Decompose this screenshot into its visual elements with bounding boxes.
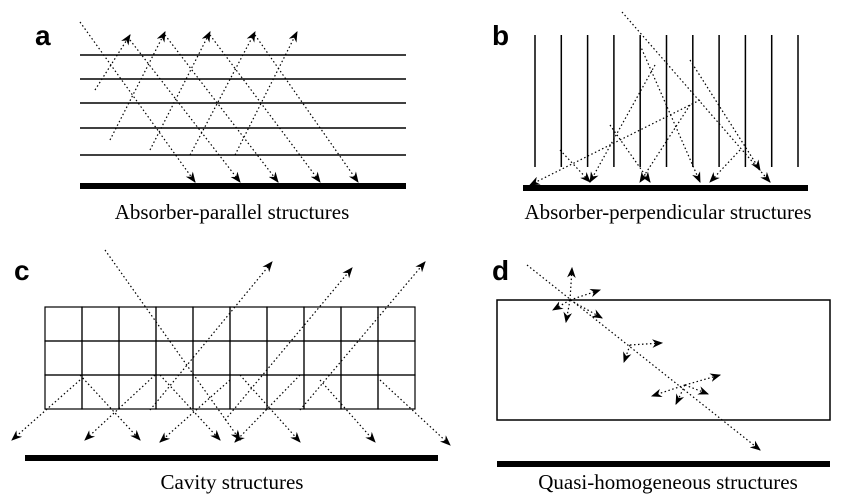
ray (559, 149, 591, 183)
scatter-ray (684, 373, 722, 386)
cavity-cell (118, 340, 157, 376)
cavity-cell (340, 340, 379, 376)
ray (709, 149, 741, 183)
panel-caption: Quasi-homogeneous structures (538, 470, 798, 494)
ray (639, 104, 691, 183)
ray (239, 374, 301, 443)
panel-caption: Absorber-perpendicular structures (524, 200, 811, 224)
panel-label: c (14, 255, 30, 286)
panel-d: d Quasi-homogeneous structures (492, 255, 831, 494)
cavity-cell (340, 374, 379, 410)
cavity-cell (377, 340, 416, 376)
ray (94, 34, 131, 91)
cavity-cell (377, 374, 416, 410)
cavity-cell (81, 340, 120, 376)
ray (589, 64, 656, 183)
panel-b: b Absorber-perpendicular structures (492, 11, 812, 224)
ray (109, 31, 166, 141)
ray (319, 379, 376, 443)
scatter-ray (563, 299, 572, 324)
ray (299, 261, 426, 411)
ray (159, 379, 231, 443)
scatter-ray (629, 339, 664, 348)
ray (234, 31, 298, 156)
panel-c: c Cavity structures (11, 249, 451, 494)
cavity-cell (229, 340, 268, 376)
ray (254, 34, 359, 183)
ray (189, 31, 256, 156)
ray (639, 44, 701, 183)
scatter-ray (569, 288, 602, 301)
panel-caption: Cavity structures (161, 470, 304, 494)
cavity-cell (44, 374, 83, 410)
ray (84, 374, 156, 441)
scatter-ray (567, 266, 576, 301)
cavity-cell (303, 340, 342, 376)
scatter-ray (623, 344, 632, 364)
cavity-cell (44, 340, 83, 376)
ray (79, 21, 196, 183)
ray (609, 124, 651, 183)
cavity-cell (377, 306, 416, 342)
cavity-cell (118, 306, 157, 342)
ray (224, 267, 353, 421)
cavity-cell (192, 340, 231, 376)
ray (209, 34, 321, 183)
ray (526, 264, 761, 451)
ray (529, 99, 701, 186)
cavity-cell (81, 306, 120, 342)
cavity-cell (266, 340, 305, 376)
scatter-ray (552, 299, 571, 311)
ray (159, 374, 221, 441)
cavity-cell (81, 374, 120, 410)
panel-a: a Absorber-parallel structures (35, 20, 406, 224)
ray (79, 374, 141, 441)
cavity-cell (303, 374, 342, 410)
scatter-ray (684, 384, 710, 395)
ray (164, 34, 279, 183)
ray (149, 261, 273, 411)
ray (621, 11, 771, 183)
ray (689, 59, 761, 171)
cavity-cell (229, 306, 268, 342)
cavity-cell (155, 374, 194, 410)
cavity-cell (44, 306, 83, 342)
panel-caption: Absorber-parallel structures (115, 200, 350, 224)
cavity-cell (303, 306, 342, 342)
cavity-cell (266, 374, 305, 410)
ray (104, 249, 241, 441)
cavity-cell (192, 374, 231, 410)
panel-label: d (492, 255, 509, 286)
ray (11, 379, 81, 441)
cavity-cell (266, 306, 305, 342)
medium-box (496, 299, 831, 421)
cavity-cell (155, 306, 194, 342)
panel-label: a (35, 20, 51, 51)
panel-label: b (492, 20, 509, 51)
cavity-cell (155, 340, 194, 376)
scatter-ray (650, 384, 686, 398)
